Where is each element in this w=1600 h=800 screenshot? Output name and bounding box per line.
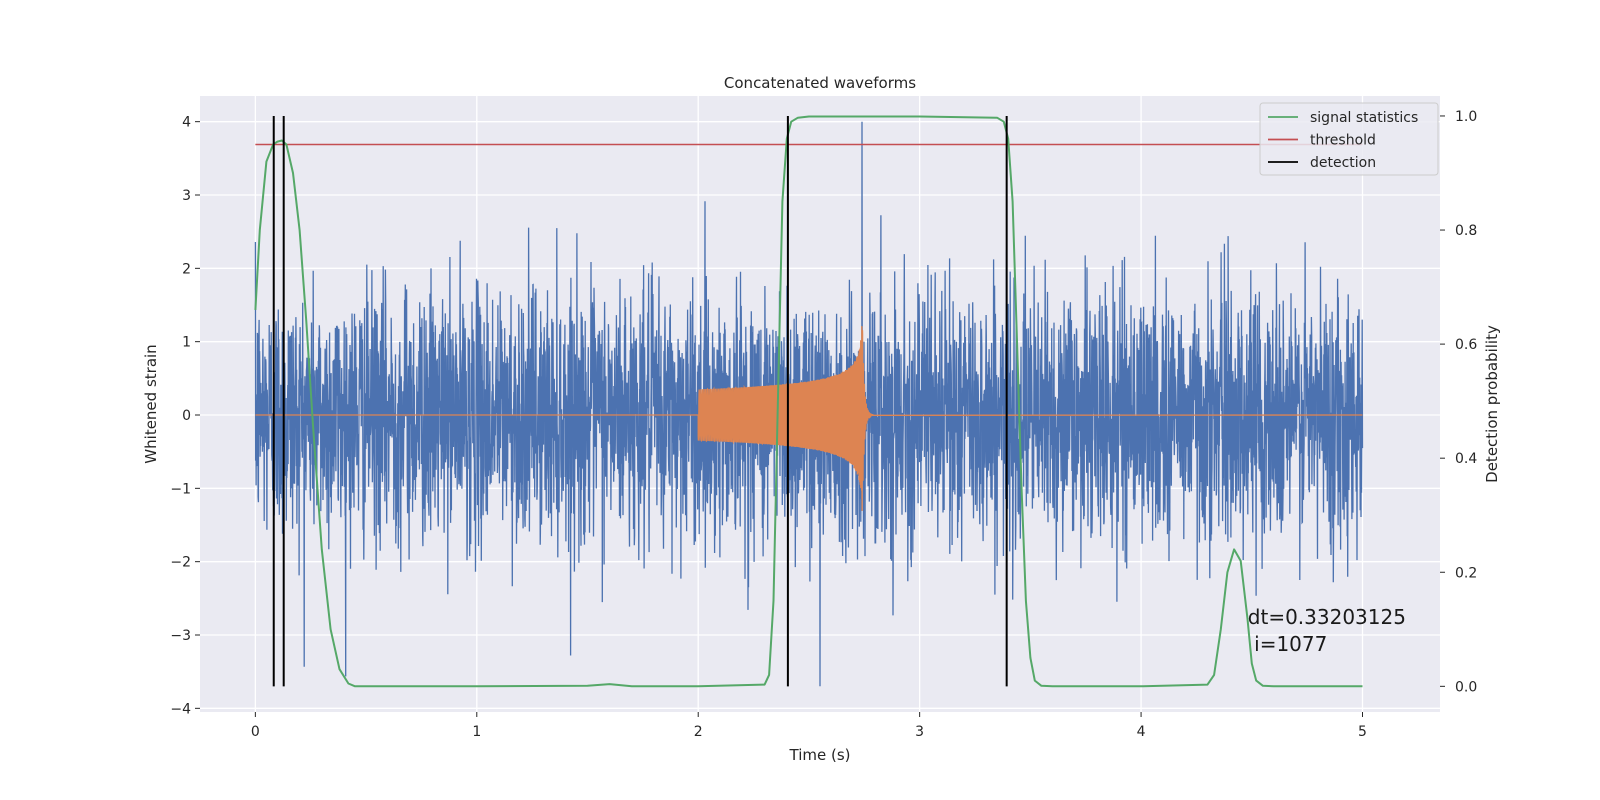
y-axis-label: Whitened strain <box>142 344 160 463</box>
y-tick-label: −1 <box>170 481 191 497</box>
statistics-line <box>254 115 1363 688</box>
x-tick-label: 3 <box>915 724 924 740</box>
y-tick-label: −2 <box>170 555 191 571</box>
x-tick-label: 2 <box>694 724 703 740</box>
x-tick-label: 4 <box>1137 724 1146 740</box>
y-tick-label: 3 <box>182 188 191 204</box>
y2-tick-label: 0.8 <box>1455 223 1477 239</box>
y2-tick-label: 0.6 <box>1455 337 1477 353</box>
annotation-text: dt=0.33203125 <box>1248 605 1406 629</box>
x-tick-label: 5 <box>1358 724 1367 740</box>
y2-tick-label: 0.0 <box>1455 679 1477 695</box>
legend-label: detection <box>1310 155 1376 171</box>
y2-tick-label: 1.0 <box>1455 109 1477 125</box>
y2-tick-label: 0.4 <box>1455 451 1477 467</box>
axis-ticks: 0 1 2 3 4 5 −4 −3 −2 −1 0 1 2 3 4 0.0 0.2 0.4 0.6 0.8 1.0 <box>170 109 1477 740</box>
y-tick-label: −4 <box>170 701 191 717</box>
plot-area <box>254 115 1364 688</box>
annotation-text: i=1077 <box>1248 632 1328 656</box>
y-tick-label: 1 <box>182 335 191 351</box>
injection-line <box>255 326 1363 511</box>
legend: signal statistics threshold detection <box>1259 102 1439 176</box>
legend-box <box>1259 102 1439 176</box>
legend-label: signal statistics <box>1310 110 1418 126</box>
x-axis-label: Time (s) <box>789 746 851 764</box>
annotations: dt=0.33203125 i=1077 <box>1248 605 1406 656</box>
y-tick-label: −3 <box>170 628 191 644</box>
y-tick-label: 2 <box>182 261 191 277</box>
chart-title: Concatenated waveforms <box>724 74 916 92</box>
y2-axis-label: Detection probability <box>1483 325 1501 483</box>
x-tick-label: 1 <box>472 724 481 740</box>
y-tick-label: 0 <box>182 408 191 424</box>
y-tick-label: 4 <box>182 115 191 131</box>
x-tick-label: 0 <box>251 724 260 740</box>
legend-label: threshold <box>1310 133 1376 149</box>
y2-tick-label: 0.2 <box>1455 565 1477 581</box>
